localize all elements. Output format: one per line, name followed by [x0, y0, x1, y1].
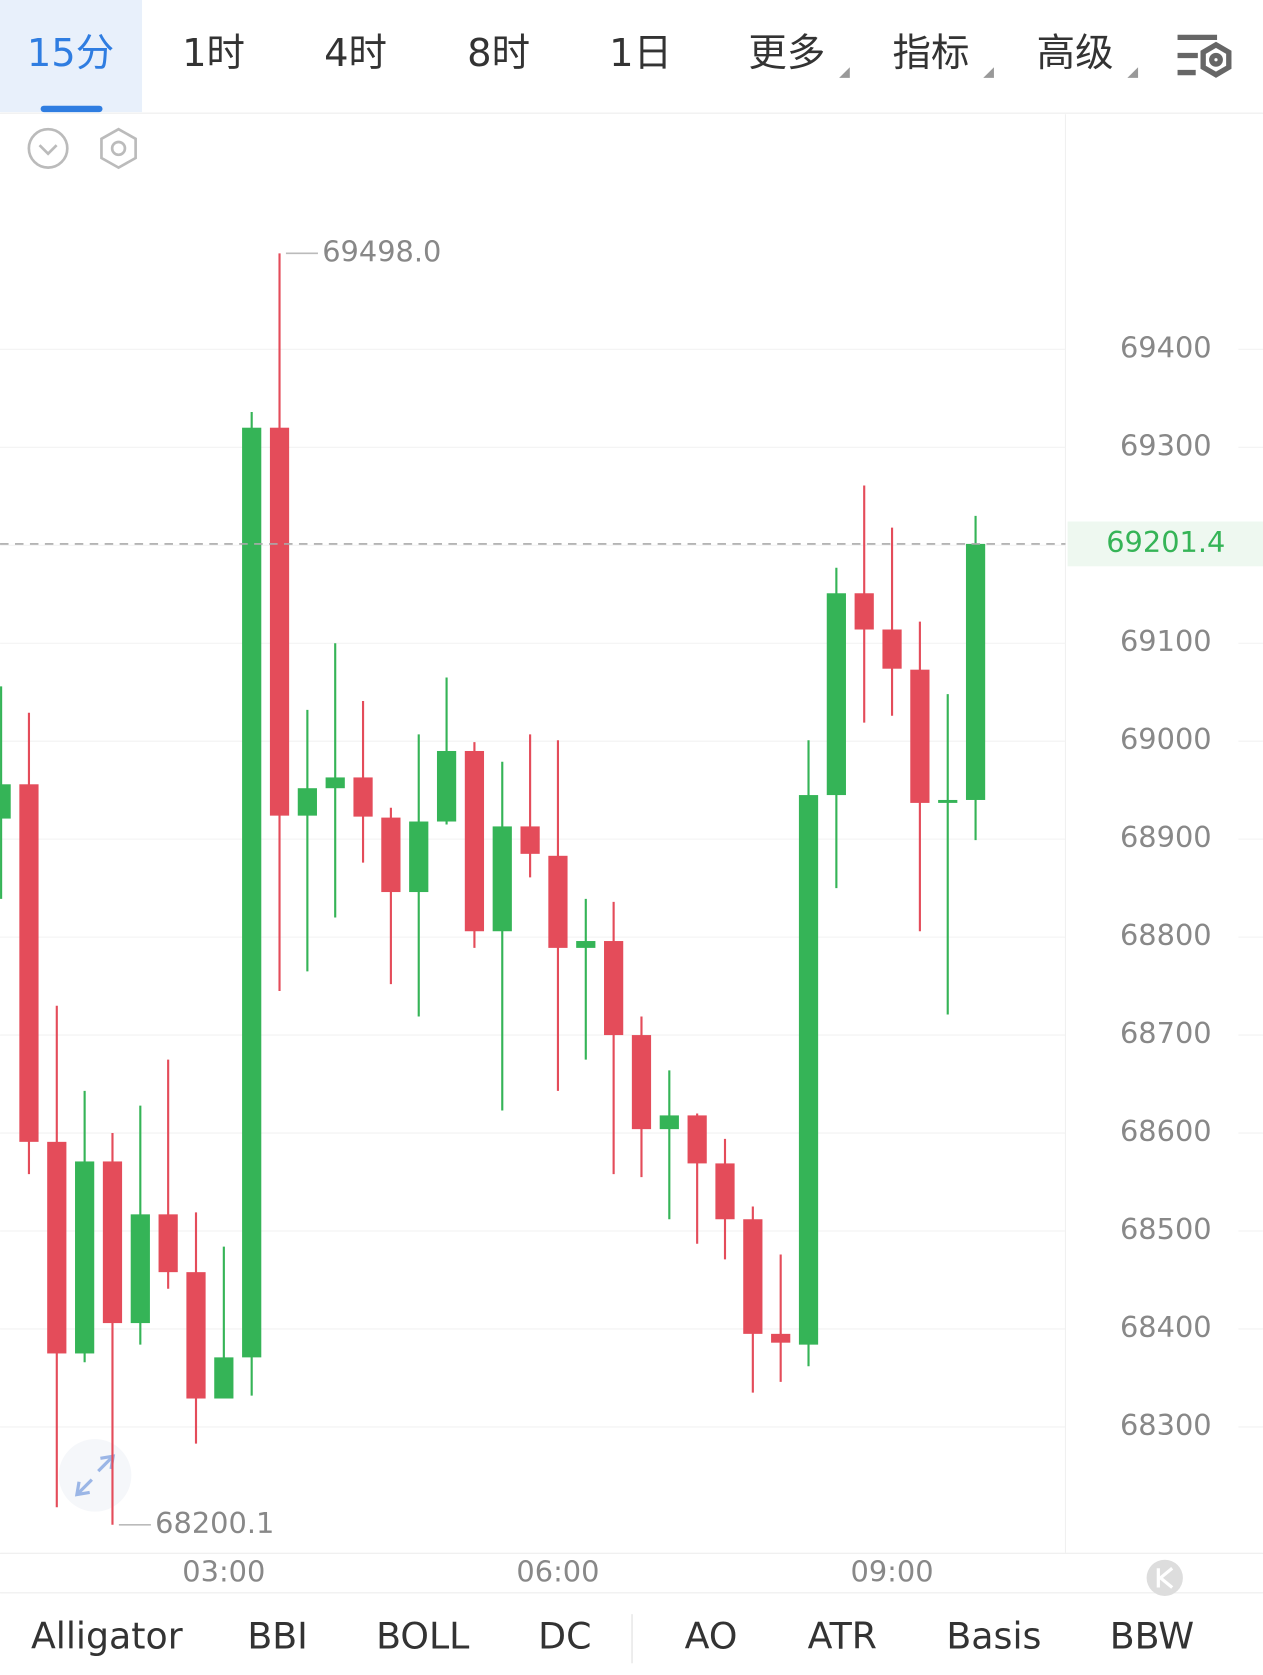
tab[interactable]: 指标 — [893, 31, 970, 76]
candle-body — [130, 1214, 150, 1324]
candle-body — [75, 1161, 95, 1354]
logo-icon — [1146, 1559, 1183, 1597]
indicator-tab[interactable]: Alligator — [31, 1615, 183, 1658]
expand-icon[interactable] — [58, 1439, 132, 1512]
y-tick-label: 69000 — [1120, 722, 1212, 756]
candle-body — [854, 593, 874, 630]
candle-body — [520, 826, 540, 854]
last-price-box — [1067, 521, 1263, 567]
tab[interactable]: 15分 — [27, 31, 114, 76]
tab[interactable]: 8时 — [467, 31, 530, 76]
indicator-tab[interactable]: BBW — [1110, 1615, 1194, 1658]
tab-selected-bg — [0, 0, 143, 113]
candle-body — [687, 1115, 707, 1164]
candle-body — [492, 826, 512, 932]
candle-body — [19, 784, 39, 1142]
y-tick-label: 69400 — [1120, 330, 1212, 364]
y-tick-label: 68700 — [1120, 1016, 1212, 1050]
indicator-tab[interactable]: BOLL — [376, 1615, 470, 1658]
candle-body — [910, 669, 930, 803]
candle-body — [409, 821, 429, 893]
tab[interactable]: 4时 — [324, 31, 387, 76]
candle-body — [464, 750, 485, 932]
chart-settings-icon[interactable] — [1177, 34, 1232, 78]
candle-body — [576, 941, 596, 948]
candle-body — [0, 784, 11, 819]
indicator-tab[interactable]: Basis — [946, 1615, 1041, 1658]
annotation-label: 69498.0 — [322, 234, 441, 268]
x-tick-label: 09:00 — [851, 1555, 934, 1589]
candle-body — [882, 629, 902, 669]
tab[interactable]: 1时 — [182, 31, 245, 76]
y-tick-label: 69300 — [1120, 428, 1212, 462]
candle-body — [381, 817, 401, 893]
candle-body — [269, 427, 290, 816]
candle-body — [186, 1272, 206, 1399]
y-tick-label: 68500 — [1120, 1212, 1212, 1246]
candle-body — [743, 1219, 763, 1334]
candle-body — [798, 795, 819, 1345]
x-tick-label: 03:00 — [182, 1555, 265, 1589]
candle-body — [938, 799, 958, 803]
last-price-label: 69201.4 — [1106, 525, 1225, 559]
candle-body — [47, 1141, 67, 1354]
candle-body — [631, 1035, 652, 1130]
tab-indicator — [40, 105, 103, 113]
y-tick-label: 68300 — [1120, 1408, 1212, 1442]
y-tick-label: 69100 — [1120, 624, 1212, 658]
candle-body — [715, 1163, 735, 1220]
indicator-tab[interactable]: AO — [685, 1615, 738, 1658]
annotation-label: 68200.1 — [155, 1506, 274, 1540]
dropdown-arrows — [839, 67, 1139, 78]
candle-body — [604, 941, 624, 1036]
candle-body — [965, 543, 986, 800]
collapse-icon[interactable] — [27, 127, 69, 169]
candle-body — [548, 855, 568, 948]
candle-body — [242, 427, 262, 1358]
candle-body — [297, 788, 317, 816]
tab[interactable]: 1日 — [609, 31, 672, 76]
tab[interactable]: 高级 — [1037, 31, 1114, 76]
candle-body — [214, 1357, 234, 1399]
candle-body — [771, 1333, 791, 1343]
y-tick-label: 68400 — [1120, 1310, 1212, 1344]
candle-body — [826, 593, 846, 796]
candle-body — [659, 1115, 679, 1130]
indicator-tab[interactable]: BBI — [247, 1615, 307, 1658]
candle-body — [353, 777, 373, 817]
candle-body — [158, 1214, 178, 1273]
candle-body — [325, 777, 345, 789]
x-tick-label: 06:00 — [516, 1555, 599, 1589]
tab[interactable]: 更多 — [748, 31, 825, 76]
indicator-tab[interactable]: DC — [538, 1615, 591, 1658]
candle-body — [436, 750, 457, 822]
y-tick-label: 68800 — [1120, 918, 1212, 952]
indicator-tab[interactable]: ATR — [808, 1615, 877, 1658]
y-tick-label: 68900 — [1120, 820, 1212, 854]
y-tick-label: 68600 — [1120, 1114, 1212, 1148]
candle-body — [102, 1161, 123, 1324]
settings-icon[interactable] — [100, 127, 137, 170]
